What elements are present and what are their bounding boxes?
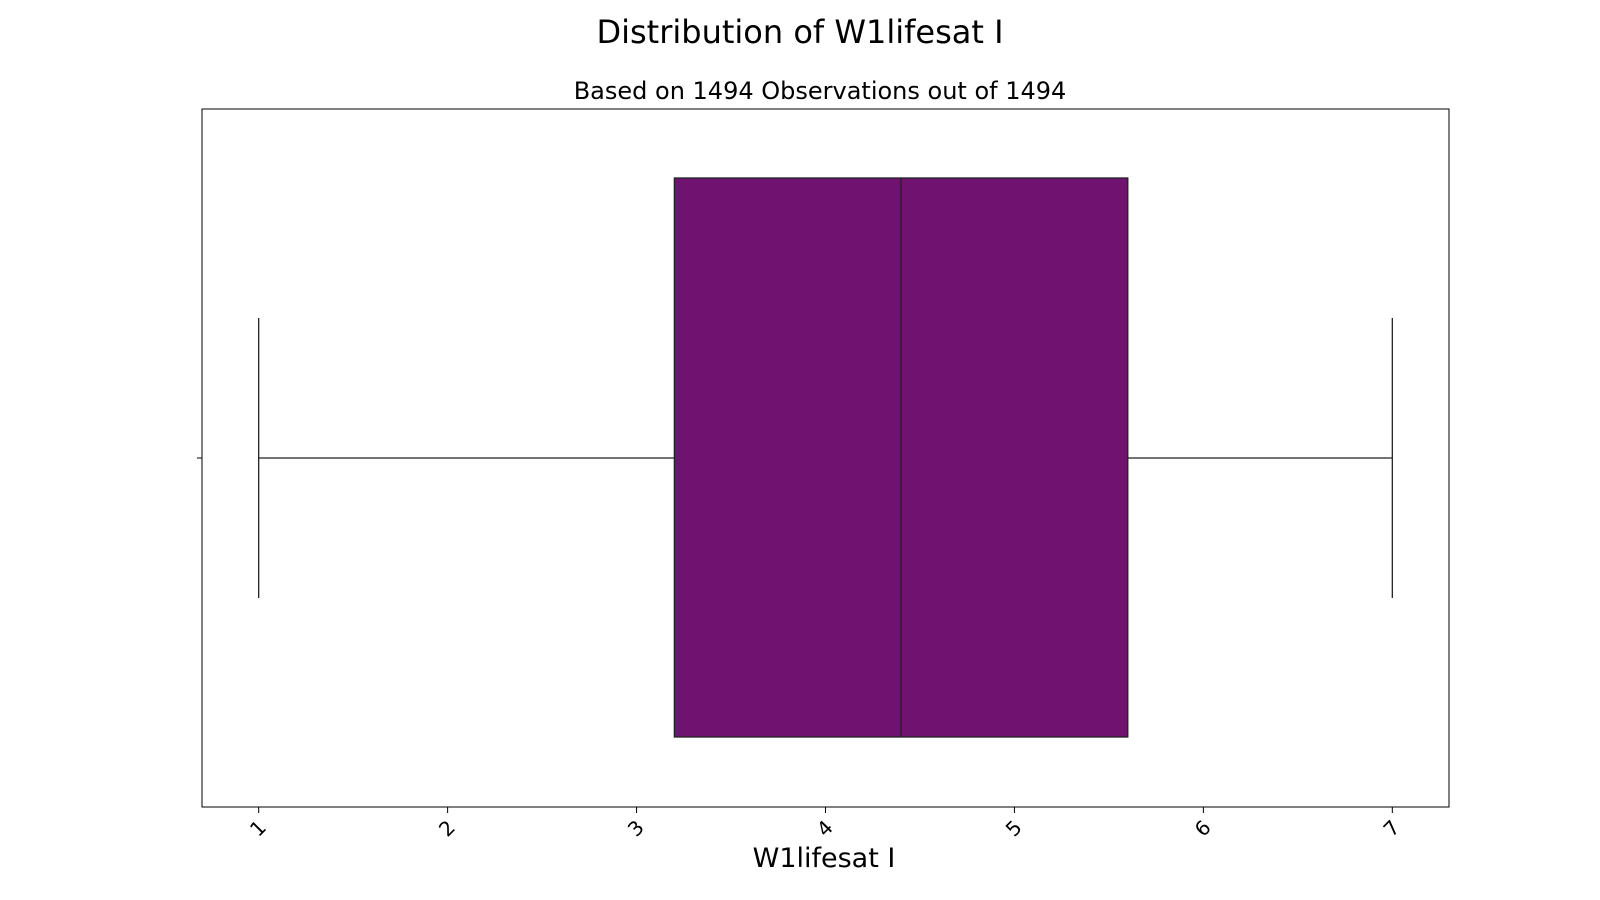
x-tick-label: 3 [623, 815, 649, 841]
x-axis-ticks: 1 2 3 4 5 6 7 [245, 807, 1405, 841]
chart-subtitle: Based on 1494 Observations out of 1494 [574, 77, 1067, 105]
x-tick-label: 2 [434, 815, 460, 841]
x-tick-label: 4 [812, 815, 838, 841]
x-tick-label: 1 [245, 815, 271, 841]
box-plot [197, 177, 1393, 738]
x-tick-label: 5 [1001, 815, 1027, 841]
x-tick-label: 6 [1190, 815, 1216, 841]
x-axis-label: W1lifesat I [753, 843, 896, 874]
x-tick-label: 7 [1379, 815, 1405, 841]
chart-title: Distribution of W1lifesat I [596, 13, 1003, 51]
